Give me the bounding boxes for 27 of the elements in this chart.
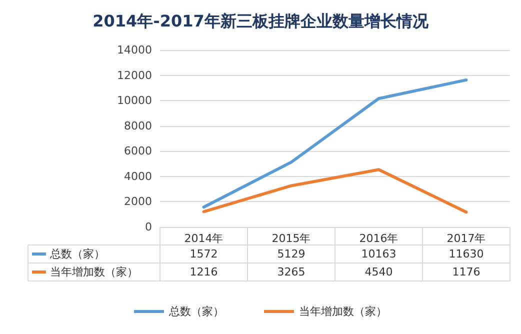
data-label: 5129 [277,248,306,260]
y-tick-label: 0 [145,220,152,234]
y-tick-label: 14000 [117,44,152,56]
line-series [202,168,468,214]
data-label: 3265 [277,266,306,278]
y-tick-label: 2000 [124,195,152,208]
data-label: 1176 [452,266,480,278]
data-label: 1572 [190,248,218,260]
data-label: 1216 [190,266,218,278]
legend-label: 总数（家） [168,305,224,318]
text: 当年增加数（家） [299,305,387,318]
legend-label: 当年增加数（家） [50,266,138,278]
y-tick-label: 10000 [117,94,152,108]
y-tick-label: 6000 [124,144,152,158]
x-tick-label: 2015年 [272,232,311,245]
y-tick-label: 8000 [124,119,152,132]
y-tick-label: 4000 [124,170,152,183]
x-tick-label: 2017年 [446,232,486,245]
x-tick-label: 2014年 [184,232,224,245]
y-tick-label: 12000 [117,68,152,82]
x-tick-label: 2016年 [359,232,398,245]
data-label: 4540 [364,266,393,278]
line-series [202,78,468,209]
data-label: 11630 [448,248,484,260]
data-label: 10163 [361,248,396,260]
chart-title: 2014年-2017年新三板挂牌企业数量增长情况 [92,12,430,30]
text: 总数（家） [50,248,105,260]
